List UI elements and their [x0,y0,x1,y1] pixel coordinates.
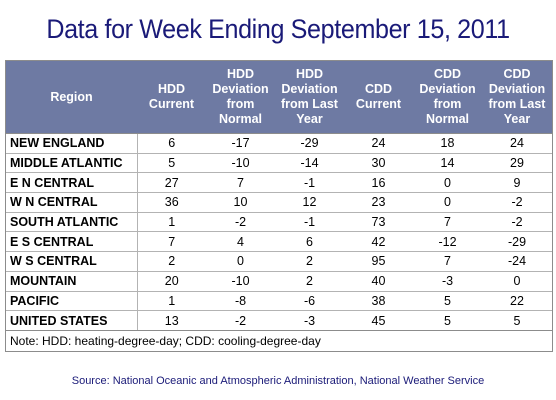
column-header: Region [6,61,137,134]
value-cell: -12 [413,231,482,253]
value-cell: 6 [275,231,344,253]
table-row: E S CENTRAL 7 4 6 42 -12 -29 [6,231,552,253]
region-cell: PACIFIC [6,291,138,312]
value-cell: 7 [137,231,206,253]
region-cell: UNITED STATES [6,310,138,330]
region-cell: MIDDLE ATLANTIC [6,153,138,174]
value-cell: -17 [206,133,275,154]
table-header-row: Region HDD Current HDD Deviation from Norm… [6,61,552,134]
value-cell: -3 [413,271,482,292]
value-cell: 0 [482,271,552,292]
value-cell: 27 [137,172,206,194]
table-row: W N CENTRAL 36 10 12 23 0 -2 [6,192,552,213]
column-header: HDD Current [137,61,206,134]
table-row: PACIFIC 1 -8 -6 38 5 22 [6,291,552,312]
value-cell: 20 [137,271,206,292]
table-row: MOUNTAIN 20 -10 2 40 -3 0 [6,271,552,292]
value-cell: 5 [444,313,451,328]
value-cell: 1 [137,291,206,312]
value-cell: 14 [413,153,482,174]
value-cell: 12 [275,192,344,213]
region-cell: NEW ENGLAND [6,133,138,154]
page-title: Data for Week Ending September 15, 2011 [46,14,510,44]
table-row: SOUTH ATLANTIC 1 -2 -1 73 7 -2 [6,212,552,233]
value-cell: 29 [482,153,552,174]
value-cell: 40 [344,271,413,292]
value-cell: 9 [482,172,552,194]
value-cell: 5 [413,291,482,312]
value-cell: 5 [137,153,206,174]
value-cell: -2 [482,212,552,233]
column-header: CDD Deviation from Normal [413,61,482,134]
value-cell: 45 [371,313,386,328]
table-row: MIDDLE ATLANTIC 5 -10 -14 30 14 29 [6,153,552,174]
value-cell: 0 [413,192,482,213]
value-cell: 4 [206,231,275,253]
value-cell: 7 [413,251,482,272]
table-note: Note: HDD: heating-degree-day; CDD: cool… [6,329,552,351]
value-cell: 6 [137,133,206,154]
value-cell: -1 [275,212,344,233]
value-cell: -2 [234,313,247,328]
region-cell: MOUNTAIN [6,271,138,292]
region-cell: W N CENTRAL [6,192,138,213]
value-cell: 30 [344,153,413,174]
degree-day-table: Region HDD Current HDD Deviation from Norm… [5,60,553,352]
value-cell: -10 [206,271,275,292]
value-cell: 2 [275,251,344,272]
value-cell: -2 [206,212,275,233]
column-header: CDD Deviation from Last Year [482,61,552,134]
value-cell: 23 [344,192,413,213]
value-cell: -14 [275,153,344,174]
value-cell: -2 [482,192,552,213]
value-cell: -8 [206,291,275,312]
value-cell: -6 [275,291,344,312]
region-cell: W S CENTRAL [6,251,138,272]
region-cell: SOUTH ATLANTIC [6,212,138,233]
value-cell: 73 [344,212,413,233]
value-cell: 0 [206,251,275,272]
table-row: W S CENTRAL 2 0 2 95 7 -24 [6,251,552,272]
table-body: NEW ENGLAND 6 -17 -29 24 18 24 MIDDLE ATLANTIC 5… [6,133,552,330]
value-cell: 7 [206,172,275,194]
value-cell: -29 [275,133,344,154]
value-cell: 1 [137,212,206,233]
column-header: HDD Deviation from Normal [206,61,275,134]
value-cell: 13 [164,313,179,328]
value-cell: -3 [303,313,316,328]
value-cell: 10 [206,192,275,213]
value-cell: 22 [482,291,552,312]
value-cell: 42 [344,231,413,253]
value-cell: -1 [275,172,344,194]
value-cell: 95 [344,251,413,272]
value-cell: 38 [344,291,413,312]
table-row: UNITED STATES 13 -2 -3 45 5 5 [6,310,552,330]
table-row: E N CENTRAL 27 7 -1 16 0 9 [6,172,552,194]
value-cell: 36 [137,192,206,213]
value-cell: 16 [344,172,413,194]
region-cell: E S CENTRAL [6,231,138,253]
value-cell: 5 [513,313,521,328]
value-cell: -29 [482,231,552,253]
value-cell: 2 [137,251,206,272]
region-cell: E N CENTRAL [6,172,138,194]
value-cell: -24 [482,251,552,272]
table-row: NEW ENGLAND 6 -17 -29 24 18 24 [6,133,552,154]
value-cell: 0 [413,172,482,194]
column-header: CDD Current [344,61,413,134]
value-cell: 7 [413,212,482,233]
source-line: Source: National Oceanic and Atmospheric… [71,375,485,387]
value-cell: 24 [344,133,413,154]
value-cell: 24 [482,133,552,154]
value-cell: -10 [206,153,275,174]
value-cell: 18 [413,133,482,154]
column-header: HDD Deviation from Last Year [275,61,344,134]
value-cell: 2 [275,271,344,292]
